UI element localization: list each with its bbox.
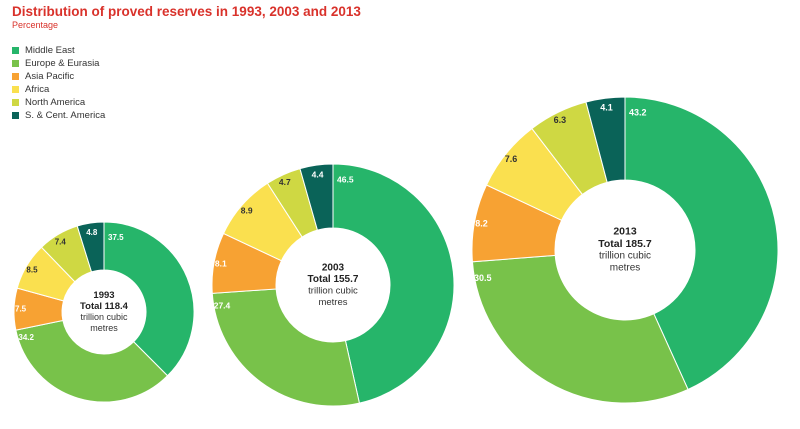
- center-unit: trillion cubic: [80, 312, 128, 322]
- slice-europe-eurasia: [15, 319, 169, 403]
- slice-value-label: 7.4: [55, 237, 67, 246]
- center-total: Total 155.7: [308, 274, 359, 285]
- center-unit: trillion cubic: [308, 285, 358, 296]
- legend-label: S. & Cent. America: [25, 110, 106, 121]
- legend-item-north-america: North America: [12, 96, 105, 109]
- slice-middle-east: [103, 221, 195, 377]
- slice-s-cent-america: [585, 96, 626, 183]
- legend-item-africa: Africa: [12, 83, 105, 96]
- legend-item-europe-eurasia: Europe & Eurasia: [12, 57, 105, 70]
- legend-swatch: [12, 99, 19, 106]
- center-total: Total 118.4: [80, 301, 129, 312]
- legend-label: Middle East: [25, 45, 75, 56]
- slice-value-label: 6.3: [554, 115, 567, 125]
- legend-swatch: [12, 86, 19, 93]
- slice-value-label: 8.5: [26, 266, 38, 275]
- slice-value-label: 4.4: [312, 169, 324, 179]
- chart-subtitle: Percentage: [12, 20, 59, 30]
- slice-s-cent-america: [76, 221, 105, 273]
- center-year: 1993: [93, 290, 114, 301]
- legend-item-middle-east: Middle East: [12, 44, 105, 57]
- center-unit: metres: [318, 297, 347, 308]
- slice-value-label: 4.7: [279, 177, 291, 187]
- legend: Middle East Europe & Eurasia Asia Pacifi…: [12, 44, 105, 122]
- center-year: 2003: [322, 262, 345, 273]
- legend-item-s-cent-america: S. & Cent. America: [12, 109, 105, 122]
- slice-value-label: 27.4: [214, 300, 231, 310]
- legend-swatch: [12, 112, 19, 119]
- slice-value-label: 43.2: [629, 107, 647, 117]
- slice-europe-eurasia: [211, 288, 360, 407]
- slice-value-label: 30.5: [474, 273, 492, 283]
- slice-value-label: 34.2: [18, 333, 34, 342]
- center-unit: metres: [90, 323, 118, 333]
- legend-swatch: [12, 60, 19, 67]
- slice-value-label: 46.5: [337, 174, 354, 184]
- legend-label: Europe & Eurasia: [25, 58, 100, 69]
- center-year: 2013: [613, 226, 637, 238]
- slice-value-label: 8.2: [475, 218, 488, 228]
- slice-middle-east: [624, 96, 779, 391]
- slice-value-label: 4.1: [600, 103, 613, 113]
- center-unit: metres: [610, 263, 640, 274]
- legend-label: Asia Pacific: [25, 71, 75, 82]
- chart-title: Distribution of proved reserves in 1993,…: [12, 4, 361, 19]
- legend-label: Africa: [25, 84, 50, 95]
- slice-europe-eurasia: [471, 254, 689, 404]
- center-unit: trillion cubic: [599, 251, 651, 262]
- slice-value-label: 4.8: [86, 228, 98, 237]
- legend-label: North America: [25, 97, 86, 108]
- legend-item-asia-pacific: Asia Pacific: [12, 70, 105, 83]
- slice-value-label: 8.1: [215, 259, 227, 269]
- slice-middle-east: [332, 163, 455, 404]
- center-total: Total 185.7: [598, 238, 652, 250]
- slice-value-label: 8.9: [241, 205, 253, 215]
- legend-swatch: [12, 47, 19, 54]
- slice-value-label: 7.5: [15, 304, 27, 313]
- slice-value-label: 7.6: [505, 154, 518, 164]
- legend-swatch: [12, 73, 19, 80]
- slice-value-label: 37.5: [108, 233, 124, 242]
- slice-s-cent-america: [299, 163, 334, 231]
